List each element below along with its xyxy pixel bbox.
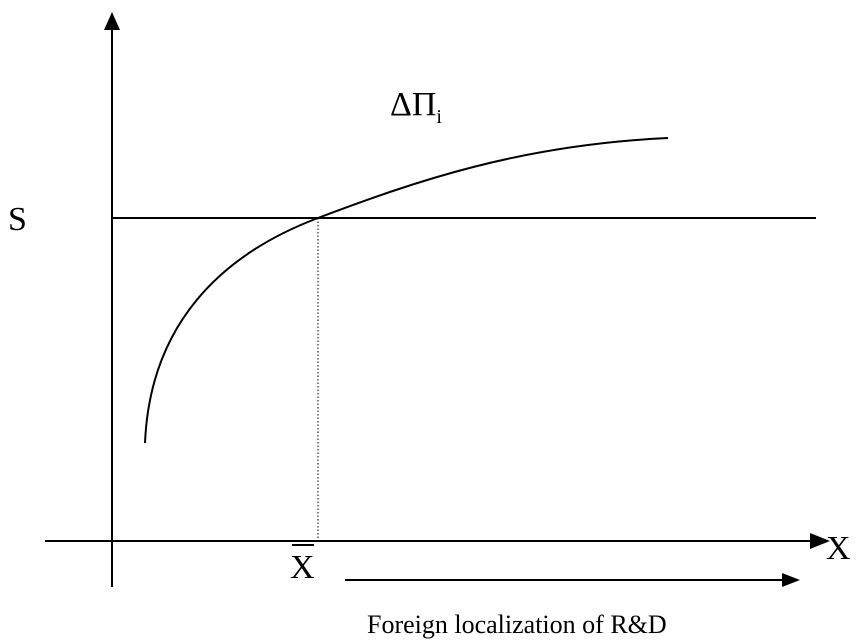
curve-label-subscript: i [436,106,442,128]
x-axis-arrowhead [810,533,830,549]
curve-label-main: ΔΠ [390,86,436,123]
localization-arrowhead [782,573,800,587]
x-bar-label: X [290,549,315,586]
direction-caption: Foreign localization of R&D [367,610,667,639]
delta-pi-curve [144,137,669,444]
curve-label-delta-pi: ΔΠi [390,86,442,128]
y-axis-label: S [8,201,27,238]
y-axis-arrowhead [104,12,120,30]
x-axis-label: X [826,530,851,567]
